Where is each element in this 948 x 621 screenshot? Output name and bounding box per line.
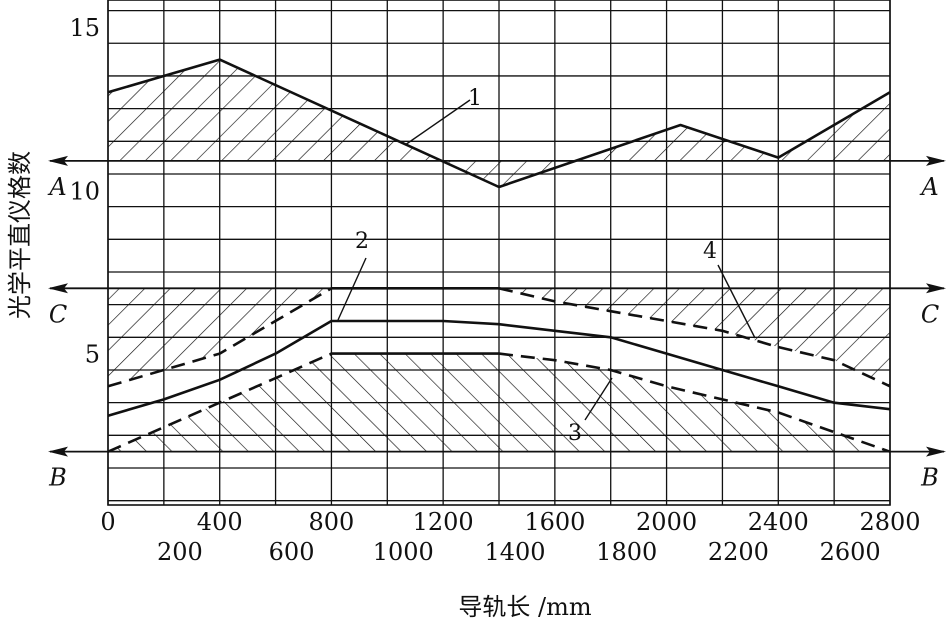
reference-label-right: A (919, 173, 938, 201)
hatch-area-curve-1 (108, 59, 890, 187)
plot-frame (107, 0, 891, 506)
arrow-left-icon (48, 446, 68, 457)
x-tick-label: 0 (100, 508, 115, 536)
callout-label-1: 1 (468, 86, 482, 111)
arrow-right-icon (926, 283, 946, 294)
x-tick-label: 600 (269, 538, 315, 566)
arrow-right-icon (926, 155, 946, 166)
callout-label-3: 3 (568, 421, 582, 446)
hatch-area-curve-4 (108, 288, 890, 387)
series-3-dashed-left (107, 352, 332, 453)
series-4-dashed-left (107, 287, 333, 388)
x-tick-label: 1200 (413, 508, 474, 536)
x-axis-label: 导轨长 /mm (458, 593, 591, 621)
callout-label-4: 4 (703, 239, 717, 264)
x-tick-label: 1000 (373, 538, 434, 566)
hatched-areas (108, 59, 890, 452)
tick-labels: 0 400 800 1200 1600 2000 2400 2800 200 600 1000 140… (69, 14, 920, 566)
reference-label-right: C (921, 300, 939, 328)
arrow-left-icon (48, 283, 68, 294)
reference-label-right: B (920, 464, 939, 492)
y-axis-label: 光学平直仪格数 (6, 151, 34, 319)
callout-leader (404, 99, 471, 146)
x-tick-label: 1600 (524, 508, 585, 536)
x-tick-label: 2800 (859, 508, 920, 536)
reference-label-left: B (48, 464, 67, 492)
x-tick-label: 200 (157, 538, 203, 566)
arrow-left-icon (48, 155, 68, 166)
x-tick-label: 2200 (708, 538, 769, 566)
series-2-line (107, 319, 891, 417)
reference-label-left: A (47, 173, 66, 201)
series-lines (107, 58, 891, 453)
y-tick-label: 15 (69, 14, 100, 42)
series-3-dashed-right (498, 352, 891, 453)
x-tick-label: 800 (309, 508, 355, 536)
x-tick-label: 400 (197, 508, 243, 536)
x-tick-label: 2600 (820, 538, 881, 566)
callout-leader (337, 257, 367, 321)
hatch-area-curve-3 (108, 353, 890, 452)
callouts: 1 2 3 4 (337, 86, 756, 446)
series-4-dashed-right (498, 287, 891, 388)
x-tick-label: 1400 (484, 538, 545, 566)
x-tick-label: 2000 (636, 508, 697, 536)
arrow-right-icon (926, 446, 946, 457)
y-tick-label: 10 (69, 177, 100, 205)
series-1-line (107, 58, 891, 189)
x-tick-label: 1800 (596, 538, 657, 566)
reference-label-left: C (49, 300, 67, 328)
callout-leader (717, 264, 756, 339)
callout-leader (584, 377, 613, 421)
x-tick-label: 2400 (748, 508, 809, 536)
y-tick-label: 5 (85, 341, 100, 369)
callout-label-2: 2 (355, 229, 369, 254)
